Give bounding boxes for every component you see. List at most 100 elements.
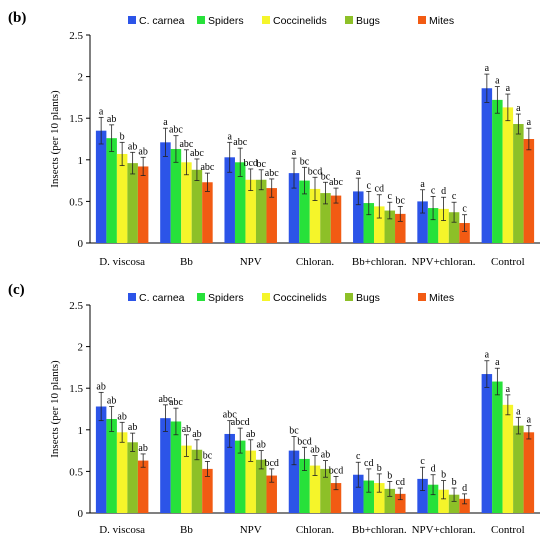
bar-coccinelids-4 bbox=[374, 206, 385, 243]
legend-swatch-c-carnea bbox=[128, 293, 136, 301]
bar-c-carnea-0 bbox=[95, 406, 107, 513]
bar-bugs-0 bbox=[127, 163, 138, 243]
category-label: Bb+chloran. bbox=[352, 524, 407, 536]
bar-coccinelids-1 bbox=[181, 162, 192, 243]
bar-spiders-6 bbox=[492, 99, 503, 244]
bar-coccinelids-5 bbox=[438, 489, 449, 513]
legend-label: Mites bbox=[429, 292, 454, 304]
bar-mites-0 bbox=[137, 460, 149, 513]
bar-mites-6 bbox=[523, 432, 535, 513]
legend-swatch-mites bbox=[418, 16, 426, 24]
bar-bugs-5 bbox=[448, 494, 460, 513]
significance-letter: a bbox=[495, 76, 500, 87]
bar-coccinelids-4 bbox=[374, 483, 385, 513]
significance-letter: ab bbox=[128, 422, 137, 433]
bar-spiders-2 bbox=[234, 162, 246, 243]
category-label: Bb bbox=[180, 524, 193, 536]
y-tick-label: 2 bbox=[78, 72, 84, 84]
bar-c-carnea-6 bbox=[481, 88, 493, 243]
significance-letter: ab bbox=[321, 450, 330, 461]
significance-letter: abc bbox=[265, 168, 279, 179]
y-tick-label: 0.5 bbox=[69, 466, 83, 478]
bar-mites-5 bbox=[459, 223, 470, 243]
significance-letter: a bbox=[356, 167, 361, 178]
significance-letter: cd bbox=[364, 458, 373, 469]
y-tick-label: 1.5 bbox=[69, 383, 83, 395]
bar-bugs-1 bbox=[191, 449, 203, 513]
significance-letter: c bbox=[420, 456, 425, 467]
bar-mites-0 bbox=[137, 166, 149, 243]
significance-letter: a bbox=[485, 63, 490, 74]
bar-coccinelids-6 bbox=[502, 107, 514, 243]
significance-letter: c bbox=[452, 191, 457, 202]
significance-letter: a bbox=[227, 131, 232, 142]
legend-label: Coccinelids bbox=[273, 292, 327, 304]
y-tick-label: 1 bbox=[78, 425, 84, 437]
significance-letter: a bbox=[527, 415, 532, 426]
significance-letter: abc bbox=[200, 162, 214, 173]
significance-letter: d bbox=[462, 483, 467, 494]
bar-coccinelids-0 bbox=[116, 153, 128, 243]
significance-letter: b bbox=[377, 463, 382, 474]
bar-bugs-2 bbox=[255, 179, 267, 243]
significance-letter: ab bbox=[107, 396, 116, 407]
legend-swatch-coccinelids bbox=[262, 293, 270, 301]
significance-letter: abc bbox=[169, 397, 183, 408]
significance-letter: bc bbox=[256, 159, 266, 170]
significance-letter: abc bbox=[190, 148, 204, 159]
bar-coccinelids-1 bbox=[181, 445, 192, 513]
bar-spiders-5 bbox=[427, 208, 439, 243]
significance-letter: a bbox=[506, 83, 511, 94]
bar-bugs-1 bbox=[191, 169, 203, 243]
legend-label: Spiders bbox=[208, 292, 244, 304]
bar-spiders-2 bbox=[234, 440, 246, 513]
significance-letter: b bbox=[441, 470, 446, 481]
bar-c-carnea-1 bbox=[160, 418, 171, 513]
y-tick-label: 0 bbox=[78, 508, 84, 520]
bar-coccinelids-3 bbox=[309, 465, 321, 513]
legend-swatch-spiders bbox=[197, 16, 205, 24]
significance-letter: abc bbox=[179, 139, 193, 150]
bar-spiders-4 bbox=[363, 203, 375, 243]
bar-coccinelids-5 bbox=[438, 208, 449, 243]
bar-bugs-6 bbox=[513, 124, 524, 243]
bar-mites-2 bbox=[266, 188, 277, 243]
significance-letter: a bbox=[516, 103, 521, 114]
bar-bugs-0 bbox=[127, 442, 138, 513]
significance-letter: a bbox=[506, 384, 511, 395]
chart-panel-c: (c) C. carnea Spiders Coccinelids Bugs Mites 0… bbox=[8, 282, 540, 536]
legend-swatch-bugs bbox=[345, 16, 353, 24]
significance-letter: a bbox=[163, 117, 168, 128]
y-tick-label: 2.5 bbox=[69, 30, 83, 42]
significance-letter: ab bbox=[192, 429, 201, 440]
bar-mites-1 bbox=[202, 468, 213, 513]
significance-letter: a bbox=[516, 406, 521, 417]
significance-letter: ab bbox=[256, 440, 265, 451]
bar-spiders-3 bbox=[299, 180, 310, 243]
significance-letter: ab bbox=[128, 141, 137, 152]
bar-mites-3 bbox=[330, 195, 342, 243]
bar-c-carnea-3 bbox=[288, 173, 300, 243]
significance-letter: bcd bbox=[243, 158, 257, 169]
significance-letter: bcd bbox=[297, 436, 311, 447]
significance-letter: b bbox=[120, 131, 125, 142]
legend-swatch-bugs bbox=[345, 293, 353, 301]
bar-spiders-3 bbox=[299, 458, 310, 513]
significance-letter: bc bbox=[300, 156, 310, 167]
bar-c-carnea-4 bbox=[353, 191, 364, 243]
bar-spiders-4 bbox=[363, 480, 375, 513]
legend-swatch-c-carnea bbox=[128, 16, 136, 24]
bar-spiders-5 bbox=[427, 484, 439, 513]
significance-letter: bc bbox=[203, 450, 213, 461]
bar-bugs-4 bbox=[384, 488, 396, 513]
significance-letter: c bbox=[388, 191, 393, 202]
bar-bugs-6 bbox=[513, 425, 524, 513]
category-label: NPV+chloran. bbox=[412, 524, 476, 536]
bar-c-carnea-0 bbox=[95, 130, 107, 243]
significance-letter: bc bbox=[321, 171, 331, 182]
significance-letter: ab bbox=[310, 445, 319, 456]
category-label: Bb bbox=[180, 256, 193, 268]
bar-mites-5 bbox=[459, 498, 470, 513]
category-label: D. viscosa bbox=[99, 524, 145, 536]
